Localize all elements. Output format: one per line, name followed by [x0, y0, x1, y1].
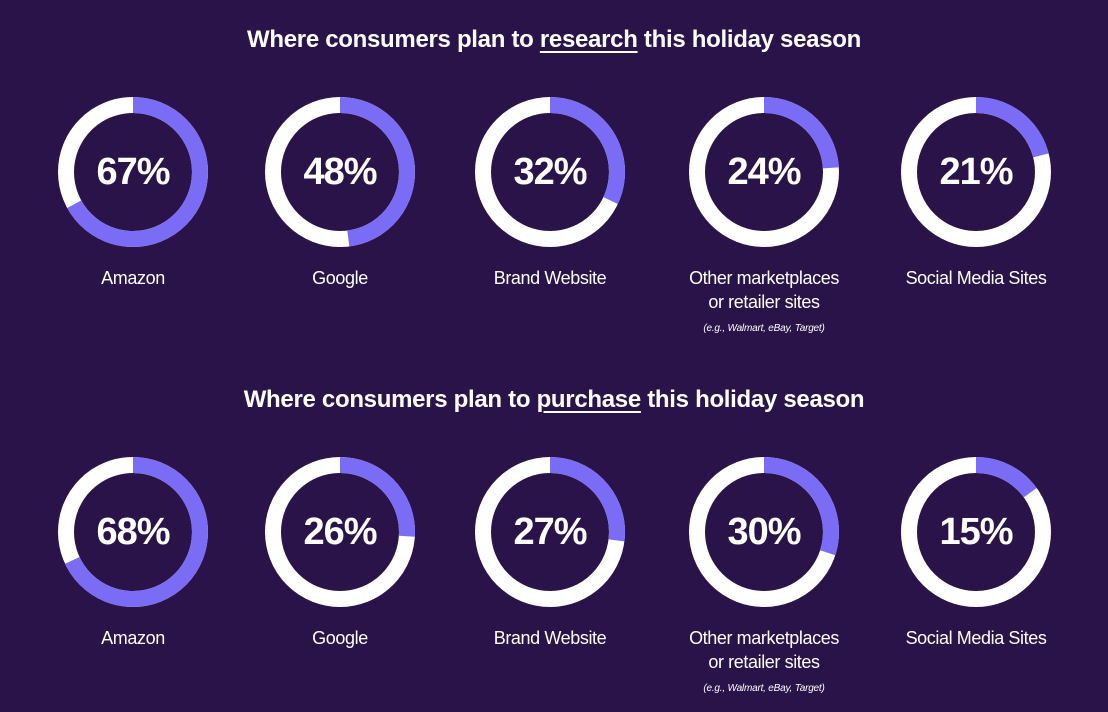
section-title-research: Where consumers plan to research this ho… [0, 26, 1108, 54]
category-label-line: Social Media Sites [905, 628, 1047, 648]
data-label: 21% [939, 151, 1012, 193]
donut-chart: 67% [55, 94, 211, 250]
data-label: 30% [727, 511, 800, 553]
donut-slice [58, 97, 208, 247]
title-pre: Where consumers plan to [243, 386, 537, 413]
category-label: Other marketplaces or retailer sites [669, 266, 859, 314]
data-label: 32% [513, 151, 586, 193]
category-label-line: Other marketplaces [689, 268, 839, 288]
category-label: Google [245, 626, 435, 650]
donut-slice [901, 97, 1051, 247]
title-post: this holiday season [640, 386, 865, 413]
category-label: Amazon [38, 626, 228, 650]
donut-chart: 24% [686, 94, 842, 250]
category-label: Amazon [38, 266, 228, 290]
category-label-line: Brand Website [493, 268, 607, 288]
category-label-line: Amazon [101, 628, 165, 648]
category-label-line: or retailer sites [708, 652, 820, 672]
donut-chart: 48% [262, 94, 418, 250]
donut-slice [475, 457, 625, 607]
donut-chart: 15% [898, 454, 1054, 610]
title-keyword: research [539, 26, 638, 53]
donut-slice [58, 457, 208, 607]
section-title-purchase: Where consumers plan to purchase this ho… [0, 386, 1108, 414]
data-label: 27% [513, 511, 586, 553]
category-label-line: Social Media Sites [905, 268, 1047, 288]
category-label: Brand Website [455, 626, 645, 650]
data-label: 26% [303, 511, 376, 553]
category-note: (e.g., Walmart, eBay, Target) [703, 323, 825, 334]
donut-chart: 26% [262, 454, 418, 610]
data-label: 48% [303, 151, 376, 193]
donut-slice [689, 457, 839, 607]
donut-slice [265, 97, 415, 247]
donut-slice [265, 457, 415, 607]
data-label: 24% [727, 151, 800, 193]
category-label: Social Media Sites [881, 626, 1071, 650]
category-label: Other marketplaces or retailer sites [669, 626, 859, 674]
category-label-line: Google [312, 628, 368, 648]
category-label-line: Google [312, 268, 368, 288]
data-label: 15% [939, 511, 1012, 553]
category-label-line: Brand Website [493, 628, 607, 648]
donut-slice [475, 97, 625, 247]
category-label-line: Amazon [101, 268, 165, 288]
title-post: this holiday season [637, 26, 861, 53]
donut-slice [689, 97, 839, 247]
donut-chart: 27% [472, 454, 628, 610]
donut-chart: 32% [472, 94, 628, 250]
title-keyword: purchase [536, 386, 642, 413]
category-label: Google [245, 266, 435, 290]
donut-chart: 30% [686, 454, 842, 610]
category-label-line: Other marketplaces [689, 628, 839, 648]
donut-chart: 21% [898, 94, 1054, 250]
category-label: Social Media Sites [881, 266, 1071, 290]
category-label-line: or retailer sites [708, 292, 820, 312]
data-label: 67% [96, 151, 169, 193]
title-pre: Where consumers plan to [247, 26, 540, 53]
category-label: Brand Website [455, 266, 645, 290]
category-note: (e.g., Walmart, eBay, Target) [703, 683, 825, 694]
data-label: 68% [96, 511, 169, 553]
donut-chart: 68% [55, 454, 211, 610]
donut-slice [901, 457, 1051, 607]
